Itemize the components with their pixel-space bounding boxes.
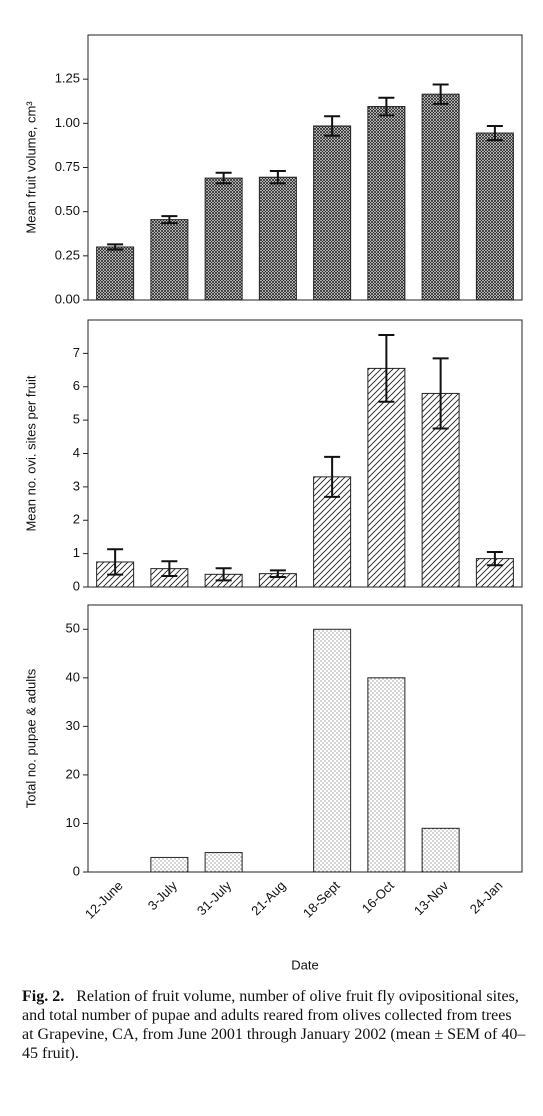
bar bbox=[313, 628, 352, 873]
y-tick-label: 1 bbox=[73, 545, 80, 560]
bar bbox=[475, 132, 514, 301]
bar bbox=[96, 246, 135, 301]
x-tick-label: 18-Sept bbox=[300, 878, 343, 921]
bar bbox=[150, 856, 189, 873]
x-tick-label: 24-Jan bbox=[467, 878, 506, 917]
y-tick-label: 20 bbox=[66, 766, 80, 781]
y-tick-label: 0.00 bbox=[55, 291, 80, 306]
error-bar bbox=[269, 170, 286, 185]
x-tick-label: 21-Aug bbox=[248, 878, 288, 918]
error-bar bbox=[486, 550, 503, 567]
error-bar bbox=[161, 215, 178, 225]
caption-label: Fig. 2. bbox=[22, 988, 65, 1005]
x-tick-label: 31-July bbox=[194, 878, 235, 919]
y-tick-label: 0.50 bbox=[55, 203, 80, 218]
y-tick-label: 30 bbox=[66, 718, 80, 733]
y-tick-label: 1.00 bbox=[55, 115, 80, 130]
x-tick-label: 13-Nov bbox=[411, 878, 452, 919]
error-bar bbox=[107, 243, 124, 251]
y-tick-label: 1.25 bbox=[55, 71, 80, 86]
bar bbox=[258, 176, 297, 301]
bar bbox=[367, 367, 406, 588]
x-tick-label: 12-June bbox=[82, 878, 126, 922]
y-tick-label: 0.25 bbox=[55, 247, 80, 262]
y-tick-label: 5 bbox=[73, 412, 80, 427]
error-bar bbox=[215, 567, 232, 582]
y-axis-label: Total no. pupae & adults bbox=[23, 668, 38, 808]
caption: Fig. 2. Relation of fruit volume, number… bbox=[22, 987, 527, 1063]
error-bar bbox=[432, 83, 449, 105]
error-bar bbox=[107, 548, 124, 576]
y-tick-label: 0 bbox=[73, 863, 80, 878]
bar bbox=[204, 852, 243, 873]
y-tick-label: 7 bbox=[73, 345, 80, 360]
error-bar bbox=[432, 357, 449, 430]
y-axis-label: Mean fruit volume, cm³ bbox=[23, 101, 38, 234]
error-bar bbox=[161, 560, 178, 577]
bar bbox=[421, 827, 460, 873]
y-tick-label: 3 bbox=[73, 478, 80, 493]
error-bar bbox=[324, 455, 341, 498]
error-bar bbox=[269, 569, 286, 578]
bar bbox=[367, 106, 406, 301]
bar bbox=[150, 219, 189, 301]
y-tick-label: 4 bbox=[73, 445, 80, 460]
error-bar bbox=[378, 334, 395, 403]
y-tick-label: 6 bbox=[73, 378, 80, 393]
y-tick-label: 0 bbox=[73, 578, 80, 593]
y-tick-label: 2 bbox=[73, 512, 80, 527]
error-bar bbox=[215, 171, 232, 185]
y-tick-label: 0.75 bbox=[55, 159, 80, 174]
plot-frame bbox=[87, 604, 523, 873]
figure: 0.00 0.25 0.50 0.75 1.00 1.25 Mean fruit volum… bbox=[23, 34, 523, 972]
bar bbox=[313, 125, 352, 301]
error-bar bbox=[378, 96, 395, 117]
error-bar bbox=[486, 124, 503, 142]
x-axis-label: Date bbox=[291, 957, 318, 972]
y-axis-label: Mean no. ovi. sites per fruit bbox=[23, 375, 38, 531]
bar bbox=[204, 177, 243, 301]
y-tick-label: 10 bbox=[66, 815, 80, 830]
x-tick-label: 3-July bbox=[145, 878, 180, 913]
error-bar bbox=[324, 115, 341, 137]
y-tick-label: 40 bbox=[66, 669, 80, 684]
x-tick-label: 16-Oct bbox=[359, 878, 397, 916]
y-tick-label: 50 bbox=[66, 621, 80, 636]
caption-text: Relation of fruit volume, number of oliv… bbox=[22, 988, 526, 1062]
bar bbox=[367, 677, 406, 873]
bar bbox=[421, 93, 460, 301]
